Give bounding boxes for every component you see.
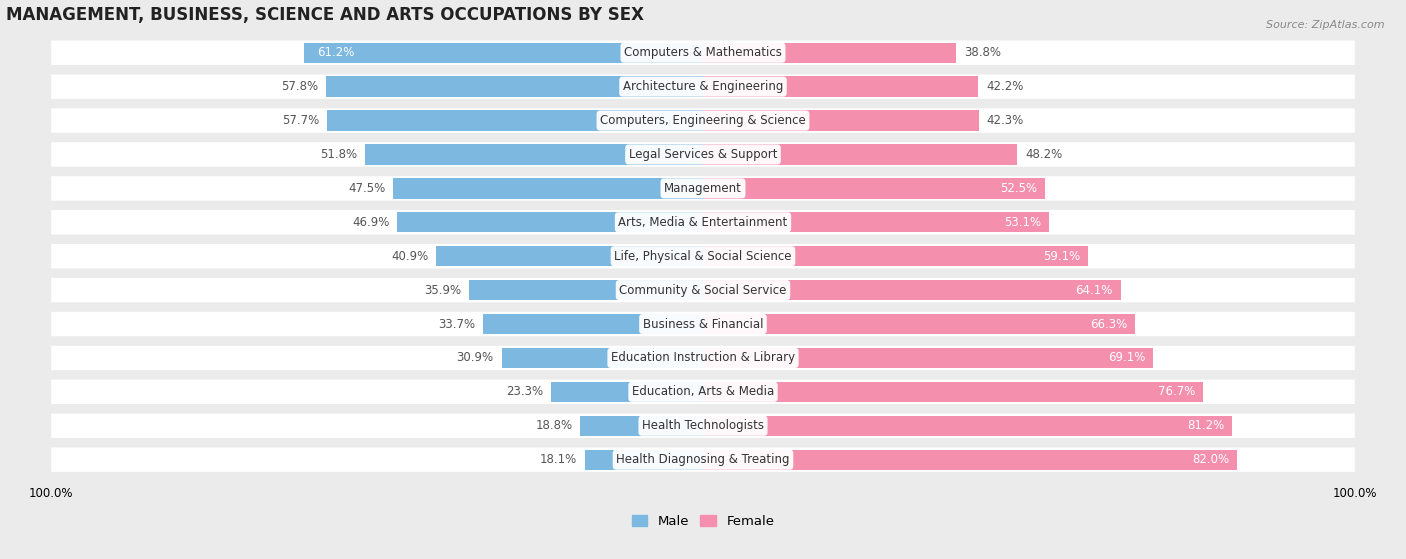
Text: 18.1%: 18.1% [540,453,578,466]
Bar [436,246,703,267]
Text: Health Technologists: Health Technologists [643,419,763,432]
Text: 66.3%: 66.3% [1090,318,1128,330]
Bar [703,144,1017,165]
FancyBboxPatch shape [51,244,1355,268]
Bar [703,77,979,97]
Text: 30.9%: 30.9% [457,352,494,364]
Bar [703,110,979,131]
Text: 46.9%: 46.9% [352,216,389,229]
FancyBboxPatch shape [51,447,1355,472]
Bar [703,42,956,63]
Text: 64.1%: 64.1% [1076,283,1114,297]
FancyBboxPatch shape [51,176,1355,201]
Text: Life, Physical & Social Science: Life, Physical & Social Science [614,250,792,263]
Text: 42.3%: 42.3% [987,114,1024,127]
Text: Legal Services & Support: Legal Services & Support [628,148,778,161]
Text: Health Diagnosing & Treating: Health Diagnosing & Treating [616,453,790,466]
Text: 53.1%: 53.1% [1004,216,1042,229]
Bar [328,110,703,131]
Bar [703,246,1088,267]
Bar [703,449,1237,470]
Text: MANAGEMENT, BUSINESS, SCIENCE AND ARTS OCCUPATIONS BY SEX: MANAGEMENT, BUSINESS, SCIENCE AND ARTS O… [6,6,644,23]
Bar [703,212,1049,233]
Text: Education Instruction & Library: Education Instruction & Library [612,352,794,364]
Text: 81.2%: 81.2% [1187,419,1225,432]
FancyBboxPatch shape [51,40,1355,65]
Text: 18.8%: 18.8% [536,419,572,432]
Bar [585,449,703,470]
Bar [703,280,1121,300]
FancyBboxPatch shape [51,210,1355,234]
Legend: Male, Female: Male, Female [626,510,780,534]
Bar [326,77,703,97]
Text: 52.5%: 52.5% [1000,182,1038,195]
Text: 40.9%: 40.9% [391,250,429,263]
Text: Source: ZipAtlas.com: Source: ZipAtlas.com [1267,20,1385,30]
Text: Arts, Media & Entertainment: Arts, Media & Entertainment [619,216,787,229]
Bar [703,178,1045,198]
FancyBboxPatch shape [51,312,1355,336]
Text: Community & Social Service: Community & Social Service [619,283,787,297]
FancyBboxPatch shape [51,414,1355,438]
Bar [502,348,703,368]
Text: 61.2%: 61.2% [318,46,354,59]
Text: 69.1%: 69.1% [1108,352,1146,364]
Text: 57.7%: 57.7% [281,114,319,127]
Bar [703,415,1232,436]
Text: 33.7%: 33.7% [439,318,475,330]
Text: Business & Financial: Business & Financial [643,318,763,330]
Text: Management: Management [664,182,742,195]
Bar [703,382,1204,402]
Bar [551,382,703,402]
Bar [470,280,703,300]
Text: 57.8%: 57.8% [281,80,318,93]
Bar [304,42,703,63]
Text: Architecture & Engineering: Architecture & Engineering [623,80,783,93]
FancyBboxPatch shape [51,142,1355,167]
FancyBboxPatch shape [51,380,1355,404]
Bar [581,415,703,436]
Bar [366,144,703,165]
FancyBboxPatch shape [51,345,1355,370]
Text: 51.8%: 51.8% [321,148,357,161]
Text: 42.2%: 42.2% [986,80,1024,93]
Text: 47.5%: 47.5% [349,182,385,195]
Text: Computers & Mathematics: Computers & Mathematics [624,46,782,59]
Bar [703,348,1153,368]
Bar [398,212,703,233]
Text: Education, Arts & Media: Education, Arts & Media [631,385,775,399]
Bar [484,314,703,334]
Text: 76.7%: 76.7% [1157,385,1195,399]
Bar [394,178,703,198]
FancyBboxPatch shape [51,74,1355,99]
Text: Computers, Engineering & Science: Computers, Engineering & Science [600,114,806,127]
Bar [703,314,1135,334]
Text: 82.0%: 82.0% [1192,453,1230,466]
Text: 38.8%: 38.8% [963,46,1001,59]
Text: 35.9%: 35.9% [425,283,461,297]
Text: 48.2%: 48.2% [1025,148,1063,161]
Text: 23.3%: 23.3% [506,385,543,399]
Text: 59.1%: 59.1% [1043,250,1080,263]
FancyBboxPatch shape [51,108,1355,132]
FancyBboxPatch shape [51,278,1355,302]
